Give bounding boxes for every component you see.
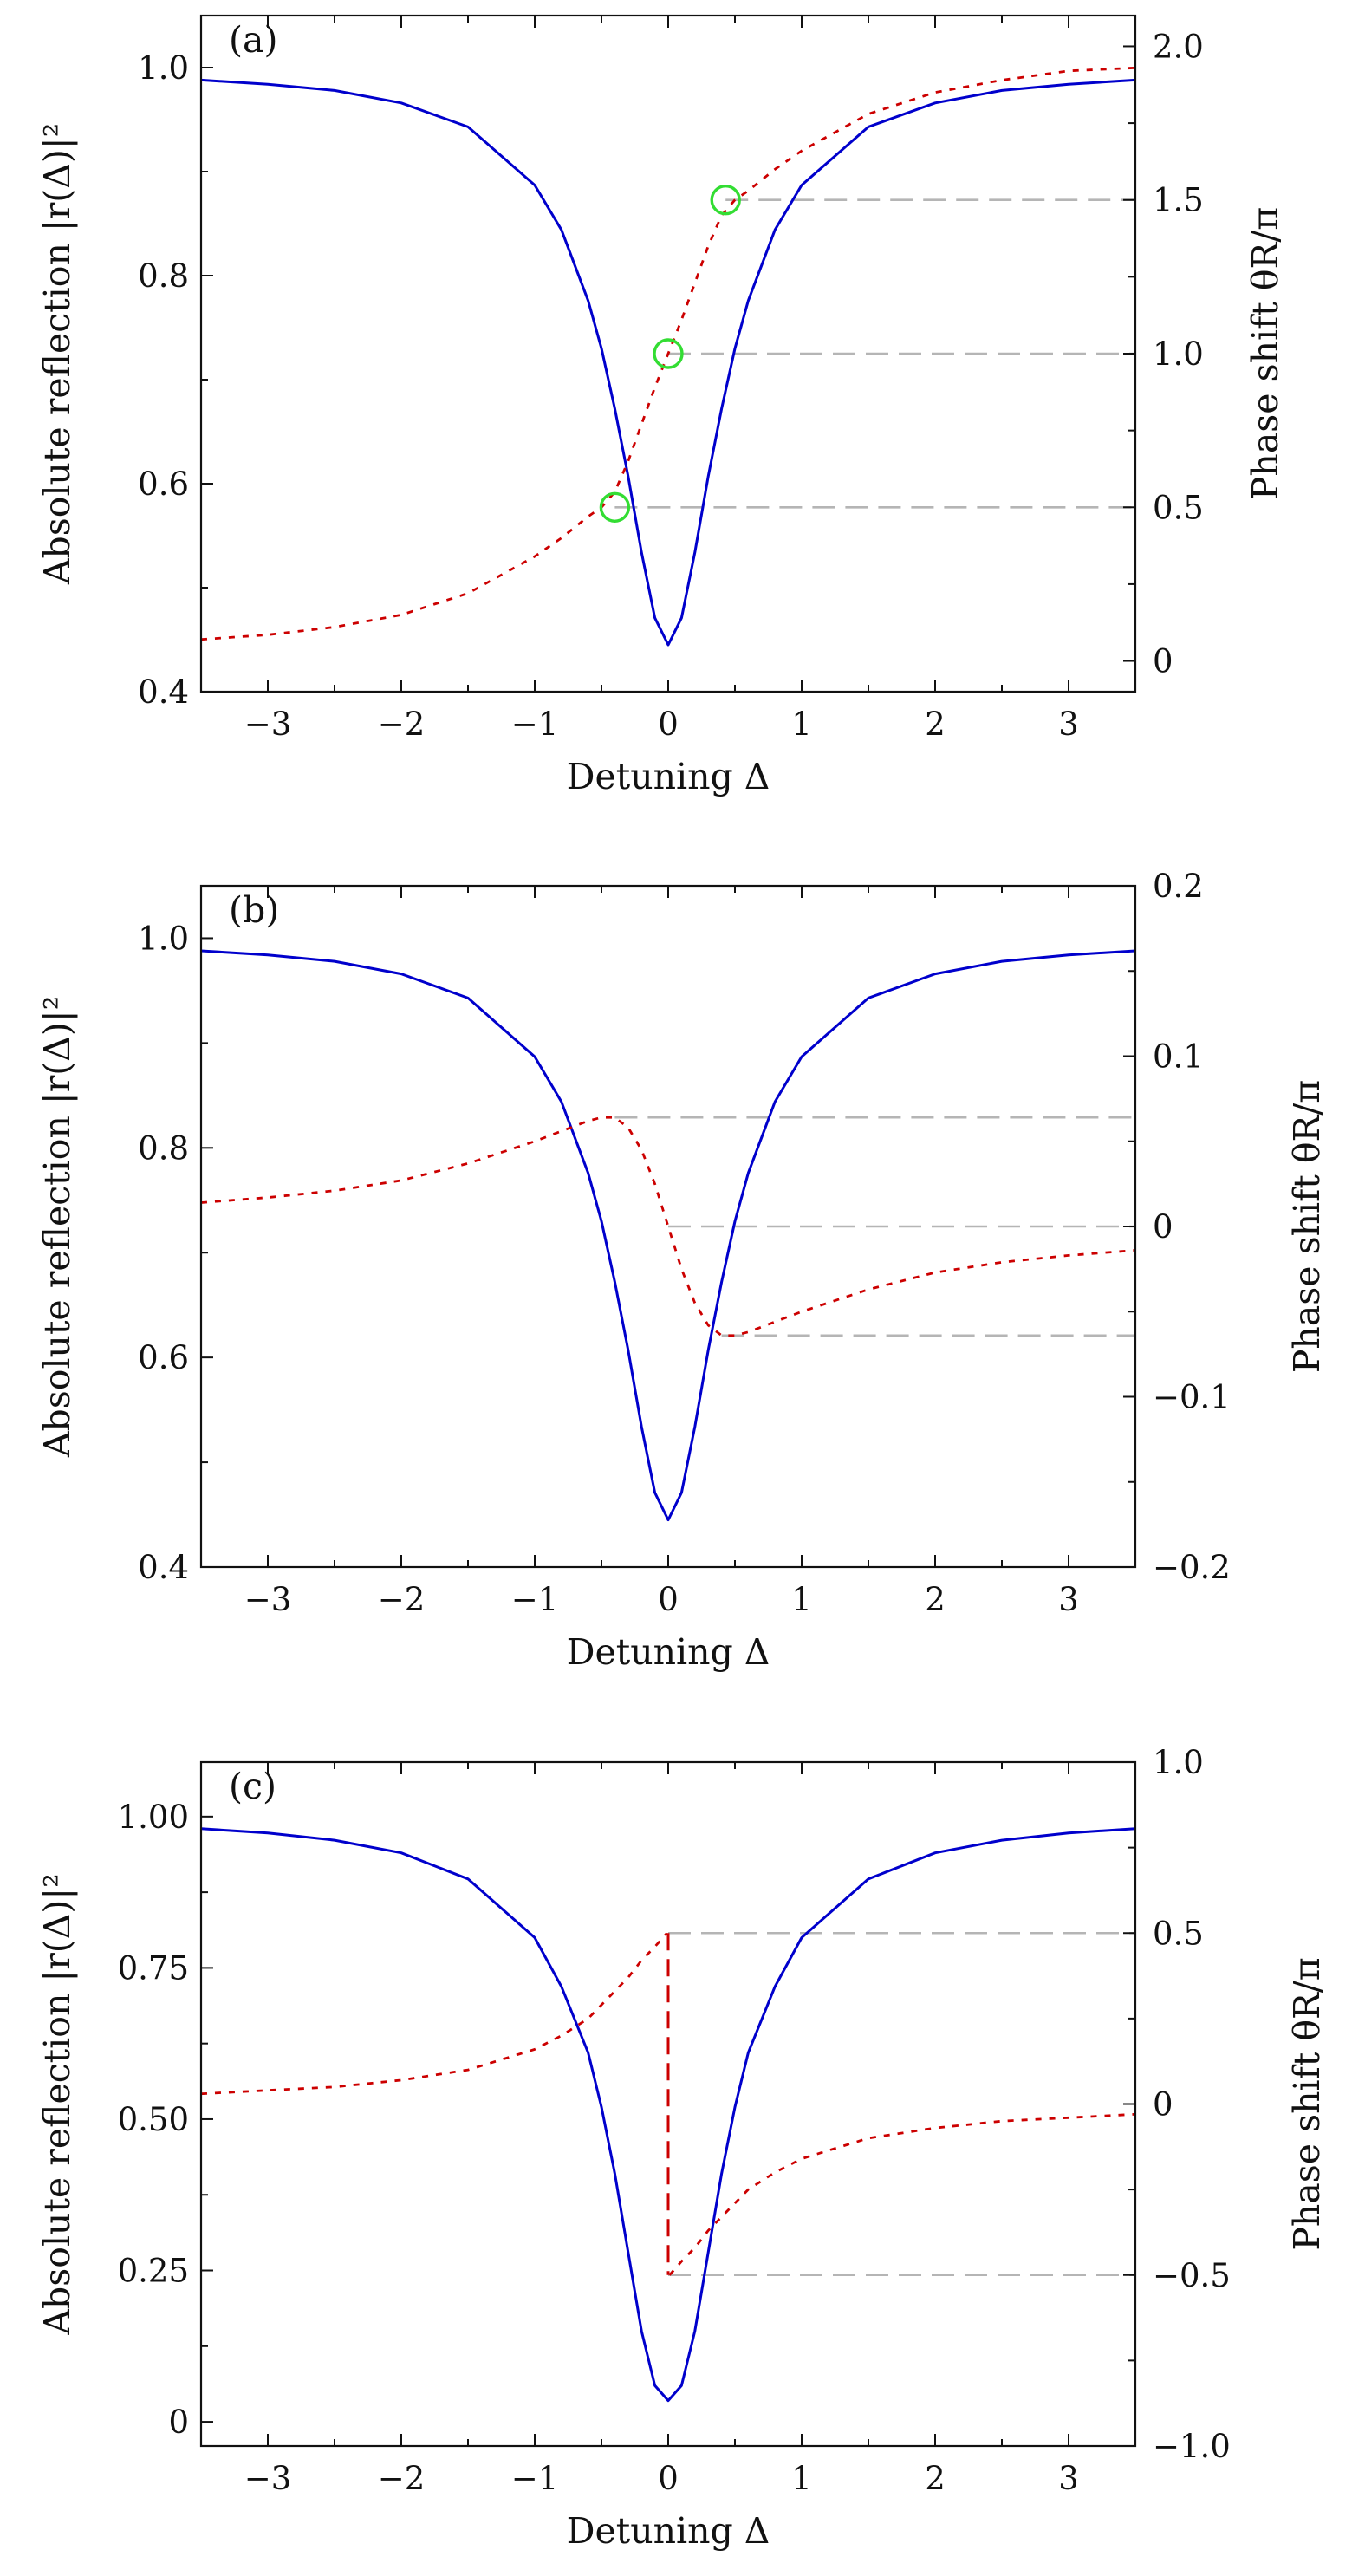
x-tick-label: −2 <box>378 1581 426 1618</box>
y2-tick-label: −0.1 <box>1153 1379 1231 1416</box>
series-2-line <box>668 2112 1135 2276</box>
y2-tick-label: 0.1 <box>1153 1038 1204 1076</box>
y-tick-label: 0.4 <box>138 673 189 711</box>
y-tick-label: 0 <box>168 2404 189 2441</box>
plot-area <box>201 66 1135 647</box>
y2-tick-label: 0 <box>1153 643 1173 680</box>
series-1-line <box>201 66 1135 641</box>
y2-tick-label: 0.5 <box>1153 489 1204 526</box>
x-tick-label: 3 <box>1058 1581 1079 1618</box>
x-tick-label: −2 <box>378 2460 426 2497</box>
marker-circle <box>710 185 741 216</box>
panel-label: (a) <box>229 19 277 61</box>
marker-circle <box>599 491 631 523</box>
x-tick-label: −3 <box>244 2460 292 2497</box>
y-axis-title: Absolute reflection |r(Δ)|² <box>36 996 78 1458</box>
y2-tick-label: 1.0 <box>1153 1744 1204 1781</box>
y-tick-label: 0.8 <box>138 257 189 295</box>
x-tick-label: −2 <box>378 706 426 743</box>
x-tick-label: 1 <box>791 2460 812 2497</box>
y-axis-title: Absolute reflection |r(Δ)|² <box>36 123 78 585</box>
x-tick-label: 0 <box>658 1581 679 1618</box>
y-tick-label: 0.25 <box>118 2253 189 2290</box>
y2-axis-title: Phase shift θR/π <box>1286 1957 1328 2250</box>
y-tick-label: 0.6 <box>138 1339 189 1376</box>
x-tick-label: 3 <box>1058 706 1079 743</box>
x-axis-title: Detuning Δ <box>567 756 770 797</box>
series-0-line <box>201 78 1135 647</box>
y2-tick-label: 2.0 <box>1153 28 1204 65</box>
panel-label: (c) <box>229 1766 276 1807</box>
series-0-line <box>201 949 1135 1522</box>
x-tick-label: 0 <box>658 706 679 743</box>
y2-tick-label: −1.0 <box>1153 2428 1231 2465</box>
plot-area <box>201 949 1135 1522</box>
x-tick-label: 3 <box>1058 2460 1079 2497</box>
series-1-line <box>201 1932 668 2096</box>
y-tick-label: 0.4 <box>138 1549 189 1586</box>
series-0-line <box>201 1827 1135 2403</box>
y-tick-label: 0.6 <box>138 465 189 503</box>
y-tick-label: 1.0 <box>138 49 189 87</box>
marker-circle <box>653 338 684 369</box>
y-tick-label: 0.50 <box>118 2101 189 2138</box>
y2-tick-label: −0.5 <box>1153 2257 1231 2294</box>
plot-area <box>201 1827 1135 2403</box>
x-axis-title: Detuning Δ <box>567 1631 770 1673</box>
x-tick-label: −1 <box>511 706 559 743</box>
x-tick-label: −3 <box>244 706 292 743</box>
x-axis-title: Detuning Δ <box>567 2510 770 2552</box>
y-tick-label: 1.00 <box>118 1799 189 1836</box>
y2-tick-label: 0 <box>1153 2086 1173 2124</box>
y-tick-label: 0.75 <box>118 1949 189 1987</box>
x-tick-label: 2 <box>925 2460 946 2497</box>
x-tick-label: 1 <box>791 1581 812 1618</box>
y-tick-label: 0.8 <box>138 1129 189 1167</box>
y-tick-label: 1.0 <box>138 920 189 957</box>
x-tick-label: 1 <box>791 706 812 743</box>
y2-axis-title: Phase shift θR/π <box>1245 207 1286 500</box>
panel-2: −3 −2 −1 0 1 2 3 0 0.25 0.50 0.75 1.00 −1.0 −0.5 0 0.5 1… <box>36 1744 1328 2552</box>
x-tick-label: 2 <box>925 1581 946 1618</box>
panel-0: −3 −2 −1 0 1 2 3 0.4 0.6 0.8 1.0 0 0.5 1.0 1.5 2.0 (a) De… <box>36 14 1286 797</box>
y2-tick-label: 0.5 <box>1153 1915 1204 1952</box>
y2-tick-label: 0.2 <box>1153 868 1204 905</box>
y2-axis-title: Phase shift θR/π <box>1286 1080 1328 1373</box>
x-tick-label: 0 <box>658 2460 679 2497</box>
x-tick-label: −1 <box>511 1581 559 1618</box>
x-tick-label: −1 <box>511 2460 559 2497</box>
x-tick-label: −3 <box>244 1581 292 1618</box>
series-1-line <box>201 1116 1135 1337</box>
y2-tick-label: 1.0 <box>1153 335 1204 373</box>
y2-tick-label: −0.2 <box>1153 1549 1231 1586</box>
y-axis-title: Absolute reflection |r(Δ)|² <box>36 1873 78 2335</box>
x-tick-label: 2 <box>925 706 946 743</box>
y2-tick-label: 1.5 <box>1153 182 1204 219</box>
y2-tick-label: 0 <box>1153 1208 1173 1246</box>
panel-1: −3 −2 −1 0 1 2 3 0.4 0.6 0.8 1.0 −0.2 −0.1 0 0.1 0.2 (b)… <box>36 868 1328 1673</box>
panel-label: (b) <box>229 889 279 931</box>
